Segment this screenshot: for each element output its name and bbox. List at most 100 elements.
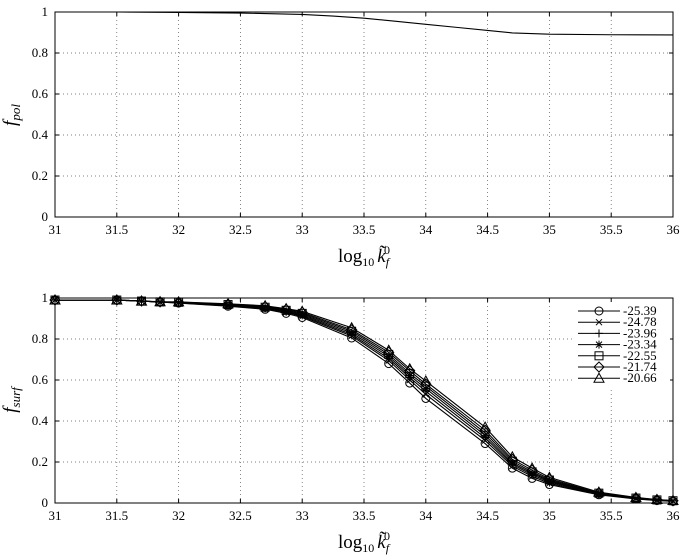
bottom-ticks: 31 31.5 32 32.5 33 33.5 34 34.5 35 35.5 36 0 0.2 0.4 0… [32,290,680,523]
data-point-marker [135,295,148,306]
data-point-marker [296,305,309,316]
legend-box [572,302,670,390]
legend-label: -25.39 [623,303,657,318]
data-point-marker [222,298,234,310]
data-point-marker [506,450,519,462]
legend-label: -20.66 [623,370,657,385]
data-point-marker [298,310,307,319]
data-point-marker [667,494,679,506]
legend-marker [594,351,604,361]
data-point-marker [669,496,677,505]
top-grid [55,12,673,217]
x-tick-label: 35.5 [600,508,623,523]
data-point-marker [282,307,291,316]
x-tick-label: 35 [543,222,556,237]
y-tick-label: 0 [42,495,49,510]
y-tick-label: 1 [42,4,49,19]
top-y-axis-label: fpol [0,104,23,126]
data-point-marker [382,344,395,355]
y-tick-label: 0.2 [32,454,48,469]
y-tick-label: 1 [42,290,49,305]
x-tick-label: 33 [296,222,309,237]
bottom-x-axis-label: log10 k̃f0 [338,529,391,555]
x-tick-label: 31 [49,222,62,237]
x-tick-label: 33.5 [353,222,376,237]
y-tick-label: 0.4 [32,413,49,428]
legend-label: -22.55 [623,348,657,363]
legend-label: -23.34 [623,337,657,352]
x-tick-label: 33 [296,508,309,523]
data-point-marker [543,473,556,485]
x-tick-label: 35.5 [600,222,623,237]
x-tick-label: 31 [49,508,62,523]
data-point-marker [528,469,537,478]
legend-label: -24.78 [623,314,657,329]
x-tick-label: 35 [543,508,556,523]
data-point-marker [49,294,61,305]
legend-marker [593,372,605,383]
legend-marker [595,329,603,338]
x-tick-label: 32 [172,508,185,523]
y-tick-label: 0.4 [32,127,49,142]
x-tick-label: 34 [419,222,433,237]
x-tick-label: 32.5 [229,222,252,237]
x-tick-label: 31.5 [105,508,128,523]
data-point-marker [110,294,123,305]
y-tick-label: 0.8 [32,45,48,60]
legend-label: -23.96 [623,325,657,340]
x-tick-label: 34.5 [476,222,499,237]
x-tick-label: 34.5 [476,508,499,523]
y-tick-label: 0.2 [32,168,48,183]
x-tick-label: 32 [172,222,185,237]
y-tick-label: 0.6 [32,86,49,101]
data-point-marker [480,428,490,438]
series-line [55,299,674,502]
data-point-marker [261,303,270,312]
top-x-axis-label: log10 k̃f0 [338,243,391,269]
data-point-marker [651,494,663,506]
data-point-marker [630,492,642,504]
data-point-marker [259,299,271,311]
legend-marker [593,361,605,373]
bottom-chart: 31 31.5 32 32.5 33 33.5 34 34.5 35 35.5 36 0 0.2 0.4 0… [0,290,680,555]
data-point-marker [526,462,538,473]
data-point-marker [259,300,271,313]
top-ticks: 31 31.5 32 32.5 33 33.5 34 34.5 35 35.5 36 0 0.2 0.4 0… [32,4,680,237]
y-tick-label: 0.8 [32,331,48,346]
series-line [55,11,674,36]
data-point-marker [347,328,356,337]
data-point-marker [479,421,491,432]
data-point-marker [543,471,556,482]
data-point-marker [172,296,185,308]
x-tick-label: 36 [667,508,681,523]
bottom-y-axis-label: fsurf [0,385,23,413]
data-point-marker [135,295,148,307]
data-point-marker [154,295,166,307]
data-point-marker [172,295,185,307]
legend: -25.39-24.78-23.96-23.34-22.55-21.74-20.… [572,302,670,390]
data-point-marker [508,459,517,468]
data-point-marker [154,296,166,308]
top-plot-frame [54,11,674,218]
legend-label: -21.74 [623,359,657,374]
data-point-marker [651,493,663,505]
x-tick-label: 32.5 [229,508,252,523]
data-point-marker [49,294,61,306]
top-chart: 31 31.5 32 32.5 33 33.5 34 34.5 35 35.5 36 0 0.2 0.4 0… [0,4,680,269]
data-point-marker [280,302,292,314]
data-point-marker [630,491,642,502]
y-tick-label: 0.6 [32,372,49,387]
x-tick-label: 34 [419,508,433,523]
data-point-marker [592,486,605,497]
x-tick-label: 36 [667,222,681,237]
legend-marker [594,306,604,316]
x-tick-label: 31.5 [105,222,128,237]
data-point-marker [421,381,431,391]
data-point-marker [345,321,358,333]
data-point-marker [403,362,416,374]
data-point-marker [384,352,393,361]
data-point-marker [419,374,432,386]
y-tick-label: 0 [42,209,49,224]
data-point-marker [222,297,234,309]
